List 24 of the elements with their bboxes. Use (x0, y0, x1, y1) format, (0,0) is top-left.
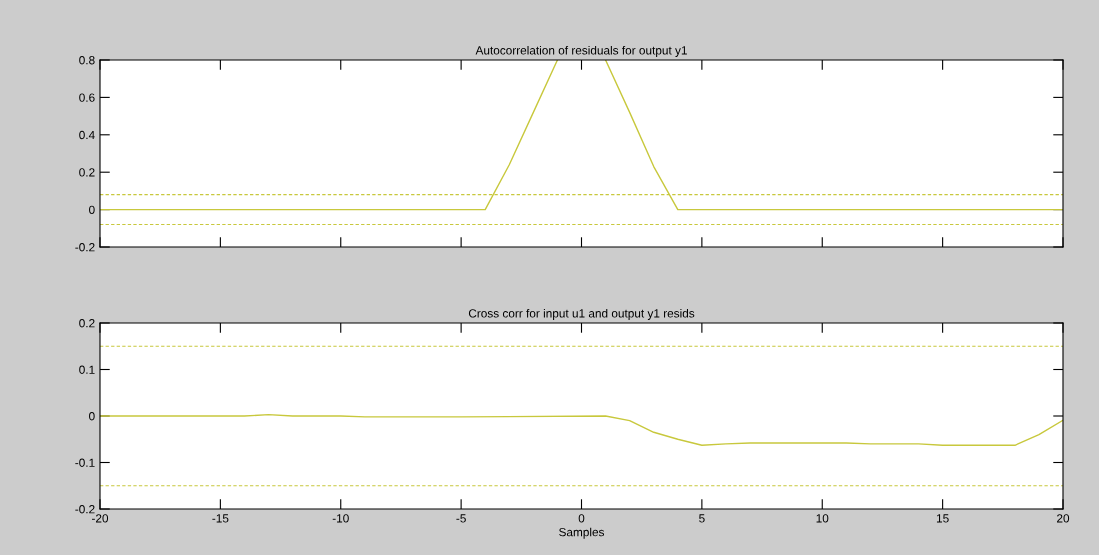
x-tick-label: 20 (1057, 514, 1070, 523)
x-tick-label: 15 (936, 514, 949, 523)
y-tick-label: -0.2 (75, 243, 95, 252)
y-tick-label: 0.6 (79, 93, 95, 102)
y-tick-label: 0.2 (79, 319, 95, 328)
x-tick-label: 0 (578, 514, 585, 523)
x-axis-title: Samples (559, 527, 605, 539)
x-tick-label: -15 (212, 514, 229, 523)
x-tick-label: -5 (456, 514, 466, 523)
chart-title: Autocorrelation of residuals for output y1 (475, 45, 687, 57)
y-tick-label: 0.2 (79, 168, 95, 177)
x-tick-label: -20 (91, 514, 109, 523)
x-tick-label: -10 (332, 514, 349, 523)
y-tick-label: 0 (89, 205, 95, 214)
y-tick-label: 0.4 (79, 130, 95, 140)
chart-title: Cross corr for input u1 and output y1 resids (468, 308, 695, 320)
y-tick-label: -0.1 (75, 458, 95, 467)
y-tick-label: 0.1 (79, 365, 95, 374)
y-tick-label: -0.2 (75, 505, 95, 514)
x-tick-label: 10 (816, 514, 829, 523)
line-series (100, 413, 1063, 446)
y-tick-label: 0 (89, 412, 95, 421)
y-tick-label: 0.8 (79, 56, 95, 65)
x-tick-label: 5 (699, 514, 705, 523)
